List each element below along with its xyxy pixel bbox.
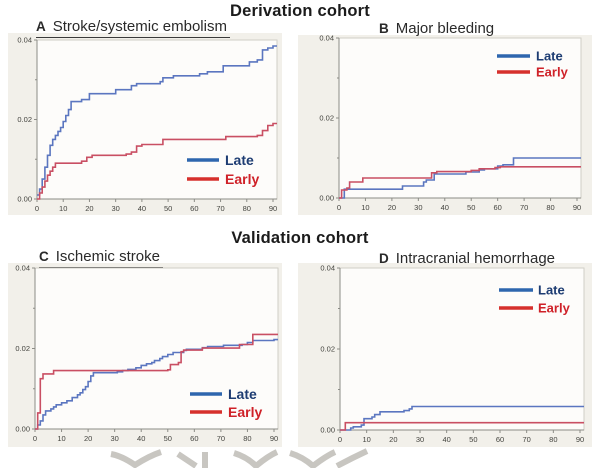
panel-A-x-tick-label: 0 [35, 204, 39, 213]
panel-C-x-tick-label: 40 [137, 434, 145, 443]
panel-A-late-curve [37, 45, 277, 196]
panel-A-y-tick-label: 0.04 [17, 36, 32, 45]
panel-c-chart: 0.00 0.02 0.04 0 10 20 30 40 50 60 70 80 90 Late Early [15, 264, 279, 443]
panel-c-letter: C [39, 249, 49, 264]
panel-D-early-curve [340, 421, 584, 431]
panel-A-x-tick-label: 20 [85, 204, 93, 213]
panel-A-early-curve [37, 122, 277, 200]
panel-a-chart: 0.00 0.02 0.04 0 10 20 30 40 50 60 70 80 90 Late Early [17, 36, 278, 213]
panel-C-x-tick-label: 30 [110, 434, 118, 443]
panel-b-title-text: Major bleeding [395, 20, 495, 37]
watermark-shapes-icon [110, 448, 369, 468]
panel-C-x-tick-label: 10 [57, 434, 65, 443]
panel-A-x-tick-label: 10 [59, 204, 67, 213]
panel-a-letter: A [36, 19, 46, 34]
panel-B-legend-late-label: Late [536, 49, 563, 64]
watermark-fragment [335, 448, 369, 468]
panel-B-x-tick-label: 20 [388, 203, 396, 212]
panel-d-title-text: Intracranial hemorrhage [395, 250, 556, 267]
panel-D-x-tick-label: 0 [338, 435, 342, 444]
panel-B-x-tick-label: 40 [441, 203, 449, 212]
panel-A-x-tick-label: 30 [111, 204, 119, 213]
panel-A-x-tick-label: 40 [138, 204, 146, 213]
panel-D-x-tick-label: 10 [362, 435, 370, 444]
watermark-fragment [176, 451, 198, 468]
panel-d-letter: D [379, 251, 389, 266]
panel-a-title: A Stroke/systemic embolism [36, 19, 230, 38]
watermark-fragment [289, 449, 337, 468]
panel-A-x-tick-label: 50 [164, 204, 172, 213]
panel-A-legend-early-label: Early [225, 171, 259, 187]
panel-C-early-curve [35, 333, 278, 430]
panel-D-legend-early-label: Early [538, 301, 571, 316]
panel-D-late-curve [340, 405, 584, 431]
panel-c-title: C Ischemic stroke [39, 249, 163, 268]
watermark-fragment [233, 449, 279, 468]
panel-A-x-tick-label: 90 [269, 204, 277, 213]
derivation-cohort-heading: Derivation cohort [229, 2, 370, 20]
panel-C-legend-late-label: Late [228, 386, 257, 402]
panel-D-y-tick-label: 0.04 [320, 264, 335, 273]
panel-B-x-tick-label: 50 [467, 203, 475, 212]
panel-A-legend-late-label: Late [225, 152, 254, 168]
panel-D-x-tick-label: 80 [549, 435, 557, 444]
panel-B-legend-early-label: Early [536, 65, 569, 80]
validation-cohort-heading: Validation cohort [231, 229, 369, 247]
panel-B-early-curve [339, 166, 581, 199]
panel-B-y-tick-label: 0.00 [319, 194, 334, 203]
panel-B-x-tick-label: 90 [573, 203, 581, 212]
panel-D-x-tick-label: 60 [496, 435, 504, 444]
panel-B-x-tick-label: 70 [520, 203, 528, 212]
panel-C-x-tick-label: 0 [33, 434, 37, 443]
panel-A-x-tick-label: 70 [216, 204, 224, 213]
panel-D-x-tick-label: 20 [389, 435, 397, 444]
panel-d-chart: 0.00 0.02 0.04 0 10 20 30 40 50 60 70 80 90 Late Early [320, 264, 585, 444]
watermark-fragment [110, 449, 162, 468]
panel-c-title-text: Ischemic stroke [55, 248, 160, 265]
panel-B-x-tick-label: 80 [546, 203, 554, 212]
panel-C-x-tick-label: 60 [190, 434, 198, 443]
panel-B-x-tick-label: 0 [337, 203, 341, 212]
panel-D-x-tick-label: 40 [442, 435, 450, 444]
panel-C-legend-early-label: Early [228, 404, 262, 420]
panel-A-y-tick-label: 0.02 [17, 115, 32, 124]
panel-C-x-tick-label: 20 [84, 434, 92, 443]
panel-A-x-tick-label: 60 [190, 204, 198, 213]
panel-B-x-tick-label: 30 [414, 203, 422, 212]
panel-C-x-tick-label: 90 [270, 434, 278, 443]
panel-C-x-tick-label: 80 [243, 434, 251, 443]
panel-C-y-tick-label: 0.04 [15, 264, 30, 273]
panel-D-legend-late-label: Late [538, 283, 565, 298]
panel-D-y-tick-label: 0.00 [320, 426, 335, 435]
panel-C-x-tick-label: 70 [217, 434, 225, 443]
panel-A-x-tick-label: 80 [243, 204, 251, 213]
panel-D-x-tick-label: 30 [416, 435, 424, 444]
panel-D-x-tick-label: 70 [522, 435, 530, 444]
panel-b-letter: B [379, 21, 389, 36]
panel-B-y-tick-label: 0.04 [319, 35, 334, 43]
panel-D-x-tick-label: 50 [469, 435, 477, 444]
panel-D-x-tick-label: 90 [576, 435, 584, 444]
panel-D-y-tick-label: 0.02 [320, 345, 335, 354]
panel-a-title-text: Stroke/systemic embolism [52, 18, 227, 35]
panel-B-x-tick-label: 60 [493, 203, 501, 212]
panel-A-y-tick-label: 0.00 [17, 195, 32, 204]
panel-B-y-tick-label: 0.02 [319, 114, 334, 123]
panel-C-x-tick-label: 50 [164, 434, 172, 443]
panel-B-x-tick-label: 10 [361, 203, 369, 212]
panel-C-y-tick-label: 0.00 [15, 425, 30, 434]
panel-C-y-tick-label: 0.02 [15, 344, 30, 353]
